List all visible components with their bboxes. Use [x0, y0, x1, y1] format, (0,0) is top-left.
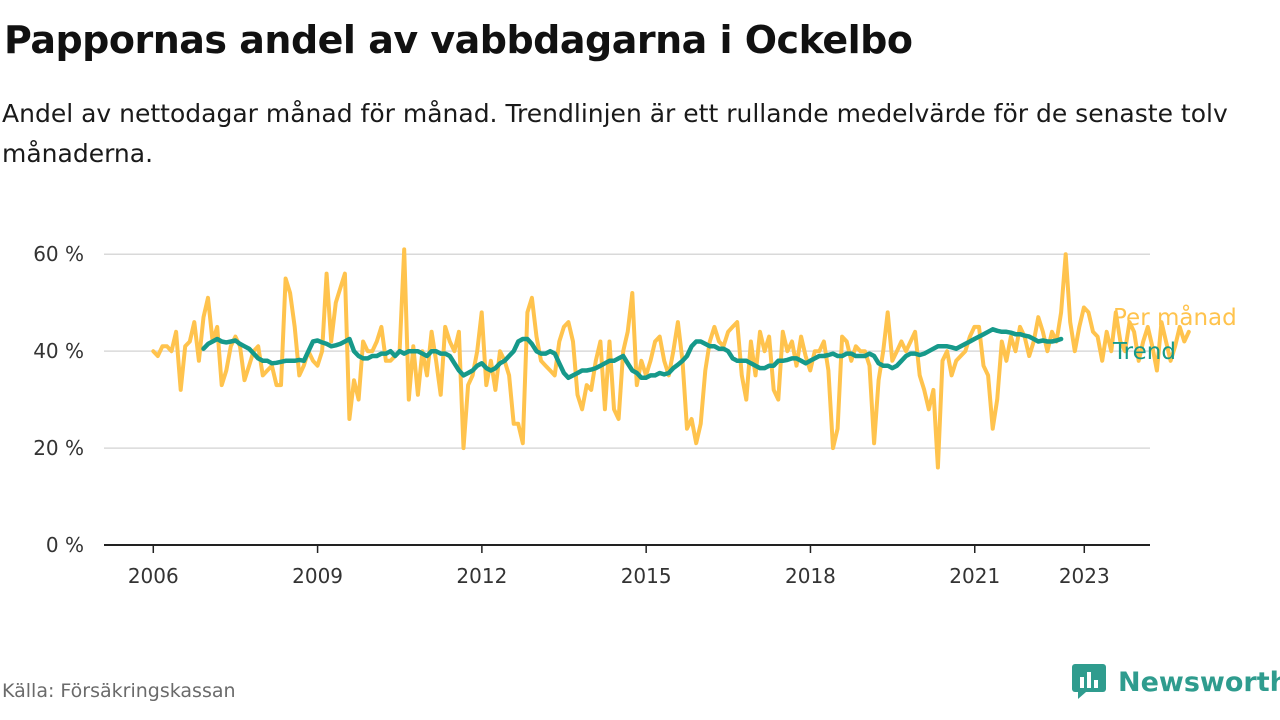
series-label-per-manad: Per månad [1113, 303, 1237, 331]
brand-logo: Newsworthy [1072, 664, 1280, 700]
x-tick-label: 2023 [1059, 564, 1110, 588]
x-tick-label: 2015 [621, 564, 672, 588]
y-tick-label: 60 % [33, 242, 84, 266]
source-note: Källa: Försäkringskassan [2, 680, 236, 702]
chart-subtitle: Andel av nettodagar månad för månad. Tre… [2, 99, 1228, 168]
y-tick-label: 40 % [33, 339, 84, 363]
x-tick-label: 2006 [128, 564, 179, 588]
line-chart: 0 % 20 % 40 % 60 % 2006 2009 2012 2015 2018 2021 2… [33, 242, 1237, 588]
series-line-per-manad [151, 247, 1191, 470]
x-tick-label: 2012 [456, 564, 507, 588]
series-label-trend: Trend [1112, 339, 1176, 365]
x-tick-label: 2021 [949, 564, 1000, 588]
series-line-trend [201, 327, 1064, 381]
chart-title: Pappornas andel av vabbdagarna i Ockelbo [4, 18, 913, 62]
newsworthy-logo-icon [1072, 664, 1106, 699]
y-tick-label: 20 % [33, 436, 84, 460]
y-tick-label: 0 % [46, 533, 84, 557]
x-tick-label: 2009 [292, 564, 343, 588]
x-tick-label: 2018 [785, 564, 836, 588]
brand-name: Newsworthy [1118, 666, 1280, 698]
